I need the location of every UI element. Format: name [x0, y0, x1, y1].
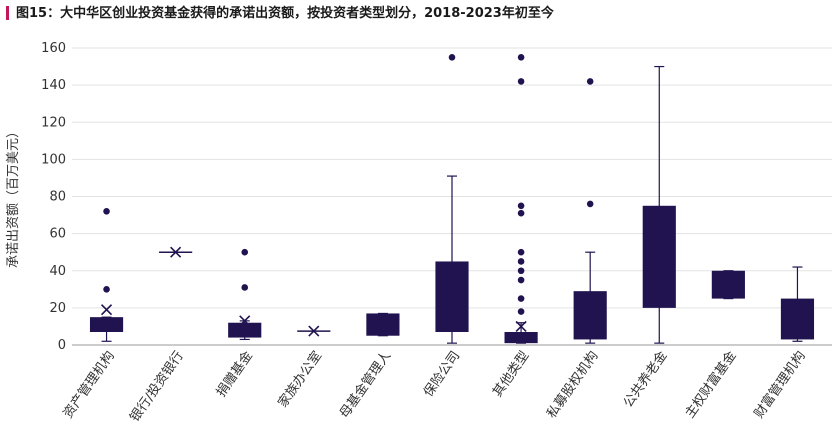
y-tick-label: 100 [41, 152, 66, 167]
y-tick-label: 60 [49, 227, 66, 242]
category-label: 其他类型 [490, 349, 532, 400]
y-tick-label: 80 [49, 190, 66, 205]
box-layer [89, 53, 815, 344]
category-label: 银行/投资银行 [127, 348, 187, 425]
box-iqr [504, 332, 538, 344]
outlier-point [241, 284, 249, 291]
outlier-point [517, 276, 525, 284]
outlier-point [517, 267, 525, 275]
box-9 [642, 65, 676, 344]
category-label: 母基金管理人 [336, 348, 394, 421]
box-iqr [642, 205, 676, 308]
box-iqr [435, 261, 469, 333]
title-accent-bar [6, 6, 9, 20]
y-tick-label: 0 [58, 338, 66, 353]
box-4 [297, 325, 331, 337]
mean-marker [515, 320, 527, 333]
category-label: 主权财富基金 [682, 348, 740, 421]
mean-marker [308, 325, 320, 337]
axis-layer: 0 20 40 60 80 100 120 140 160 [41, 41, 66, 353]
box-iqr [711, 270, 745, 299]
outlier-point [103, 208, 110, 215]
box-6 [435, 53, 469, 344]
outlier-point [241, 248, 249, 256]
outlier-point [586, 200, 594, 208]
box-iqr [780, 298, 815, 340]
outlier-point [517, 248, 525, 256]
outlier-point [586, 78, 594, 85]
box-iqr [366, 313, 400, 336]
outlier-point [103, 286, 110, 293]
mean-marker [239, 315, 251, 327]
outlier-point [517, 308, 525, 315]
y-tick-label: 140 [41, 78, 66, 93]
category-label: 捐赠基金 [213, 348, 256, 400]
box-2 [159, 246, 193, 258]
category-label: 财富管理机构 [751, 348, 809, 421]
y-tick-label: 20 [49, 301, 66, 316]
y-tick-label: 160 [41, 41, 66, 56]
mean-marker [170, 246, 182, 258]
category-label: 保险公司 [421, 349, 463, 400]
category-label: 家族办公室 [275, 348, 325, 410]
y-tick-label: 120 [41, 115, 66, 130]
outlier-point [517, 78, 525, 85]
box-1 [89, 208, 124, 342]
box-5 [366, 312, 400, 337]
category-label: 私募股权机构 [544, 348, 602, 421]
category-labels: 资产管理机构 银行/投资银行 捐赠基金 家族办公室 母基金管理人 保险公司 其他类型 私募股权… [61, 348, 809, 425]
category-label: 资产管理机构 [61, 349, 118, 422]
box-iqr [573, 291, 607, 340]
outlier-point [517, 53, 525, 61]
y-axis-label: 承诺出资额（百万美元） [6, 125, 21, 268]
y-tick-label: 40 [49, 264, 66, 279]
box-iqr [89, 317, 124, 333]
box-10 [711, 270, 745, 300]
box-11 [780, 266, 815, 342]
outlier-point [517, 295, 525, 302]
box-7 [504, 53, 538, 344]
box-3 [228, 248, 262, 341]
outlier-point [517, 209, 525, 217]
chart-title: 图15：大中华区创业投资基金获得的承诺出资额，按投资者类型划分，2018-202… [16, 5, 555, 21]
box-iqr [228, 322, 262, 338]
category-label: 公共养老金 [620, 348, 670, 410]
outlier-point [517, 258, 525, 265]
outlier-point [517, 202, 525, 210]
box-8 [573, 78, 607, 344]
outlier-point [448, 53, 456, 61]
mean-marker [100, 304, 113, 316]
